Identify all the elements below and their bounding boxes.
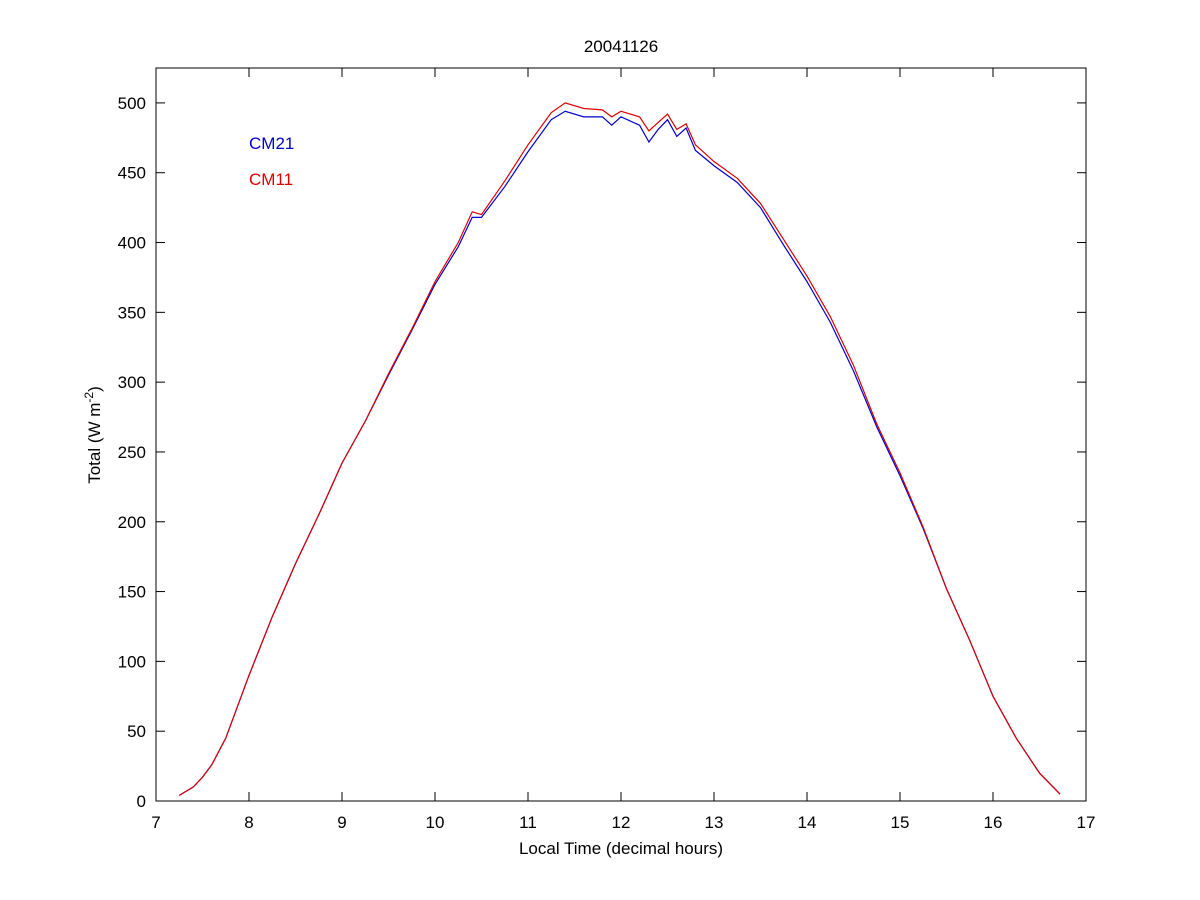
y-tick-label: 50 bbox=[127, 722, 146, 741]
y-tick-label: 300 bbox=[118, 373, 146, 392]
y-tick-label: 350 bbox=[118, 303, 146, 322]
x-tick-label: 8 bbox=[244, 813, 253, 832]
y-tick-label: 450 bbox=[118, 164, 146, 183]
chart-title: 20041126 bbox=[584, 37, 658, 56]
x-tick-label: 7 bbox=[151, 813, 160, 832]
x-tick-label: 17 bbox=[1077, 813, 1096, 832]
series-line bbox=[178, 102, 1061, 796]
y-axis-label-text: Total (W m bbox=[85, 403, 104, 484]
y-tick-label: 0 bbox=[137, 792, 146, 811]
y-axis-label-sup: -2 bbox=[82, 392, 96, 403]
y-tick-label: 150 bbox=[118, 583, 146, 602]
y-tick-label: 100 bbox=[118, 652, 146, 671]
x-tick-label: 11 bbox=[519, 813, 537, 832]
y-tick-label: 500 bbox=[118, 94, 146, 113]
x-tick-label: 13 bbox=[705, 813, 724, 832]
y-tick-label: 250 bbox=[118, 443, 146, 462]
x-tick-label: 12 bbox=[612, 813, 631, 832]
y-tick-label: 400 bbox=[118, 234, 146, 253]
x-axis-label: Local Time (decimal hours) bbox=[519, 839, 723, 858]
x-tick-label: 14 bbox=[798, 813, 817, 832]
y-tick-label: 200 bbox=[118, 513, 146, 532]
x-tick-label: 15 bbox=[891, 813, 910, 832]
x-tick-label: 10 bbox=[426, 813, 445, 832]
y-axis-label-end: ) bbox=[85, 386, 104, 392]
y-axis-label: Total (W m-2) bbox=[82, 386, 104, 484]
x-tick-label: 16 bbox=[984, 813, 1003, 832]
legend-entry: CM21 bbox=[249, 134, 294, 153]
legend-entry: CM11 bbox=[249, 170, 293, 189]
x-tick-label: 9 bbox=[337, 813, 346, 832]
